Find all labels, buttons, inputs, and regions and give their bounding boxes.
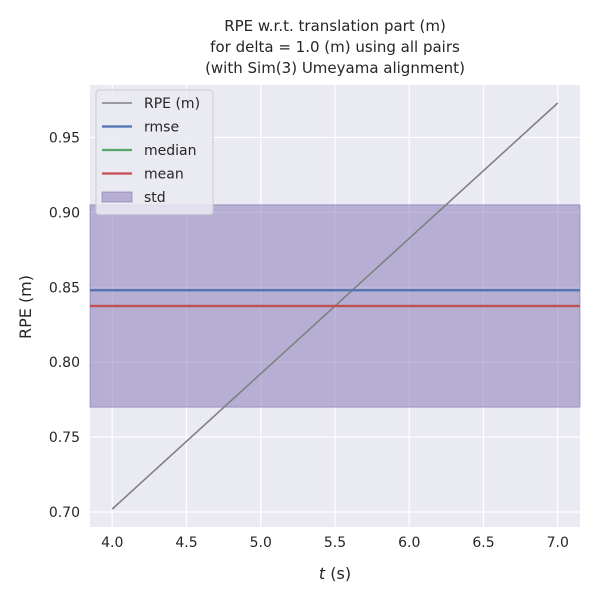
y-axis-label: RPE (m) — [16, 275, 35, 339]
legend-label: median — [144, 143, 196, 159]
title-line-3: (with Sim(3) Umeyama alignment) — [205, 59, 465, 77]
x-tick-label: 5.5 — [324, 535, 346, 551]
x-tick-label: 5.0 — [250, 535, 272, 551]
x-tick-label: 6.0 — [398, 535, 420, 551]
x-axis-label: t (s) — [319, 564, 351, 583]
title-line-2: for delta = 1.0 (m) using all pairs — [210, 38, 460, 56]
x-axis-label-unit: (s) — [325, 564, 351, 583]
legend-box — [95, 89, 214, 215]
y-tick-label: 0.70 — [49, 505, 80, 521]
y-tick-label: 0.75 — [49, 430, 80, 446]
legend-label: mean — [144, 167, 184, 183]
x-axis-label-var: t — [319, 564, 326, 583]
legend-label: rmse — [144, 120, 179, 136]
y-tick-label: 0.80 — [49, 355, 80, 371]
legend-label: std — [144, 190, 166, 206]
title-line-1: RPE w.r.t. translation part (m) — [224, 17, 446, 35]
y-tick-label: 0.90 — [49, 205, 80, 221]
legend: RPE (m) rmse median mean std — [95, 89, 214, 215]
x-tick-label: 7.0 — [547, 535, 569, 551]
x-tick-label: 4.5 — [175, 535, 197, 551]
tick-labels: 4.0 4.5 5.0 5.5 6.0 6.5 7.0 0.70 0.75 0.80 0.85 0.9… — [49, 130, 569, 551]
x-tick-label: 6.5 — [472, 535, 494, 551]
x-tick-label: 4.0 — [101, 535, 123, 551]
legend-label: RPE (m) — [144, 96, 200, 112]
y-tick-label: 0.85 — [49, 280, 80, 296]
series-layer — [89, 102, 581, 510]
chart-title: RPE w.r.t. translation part (m) for delt… — [205, 17, 465, 77]
legend-swatch-std — [101, 191, 133, 203]
y-tick-label: 0.95 — [49, 130, 80, 146]
